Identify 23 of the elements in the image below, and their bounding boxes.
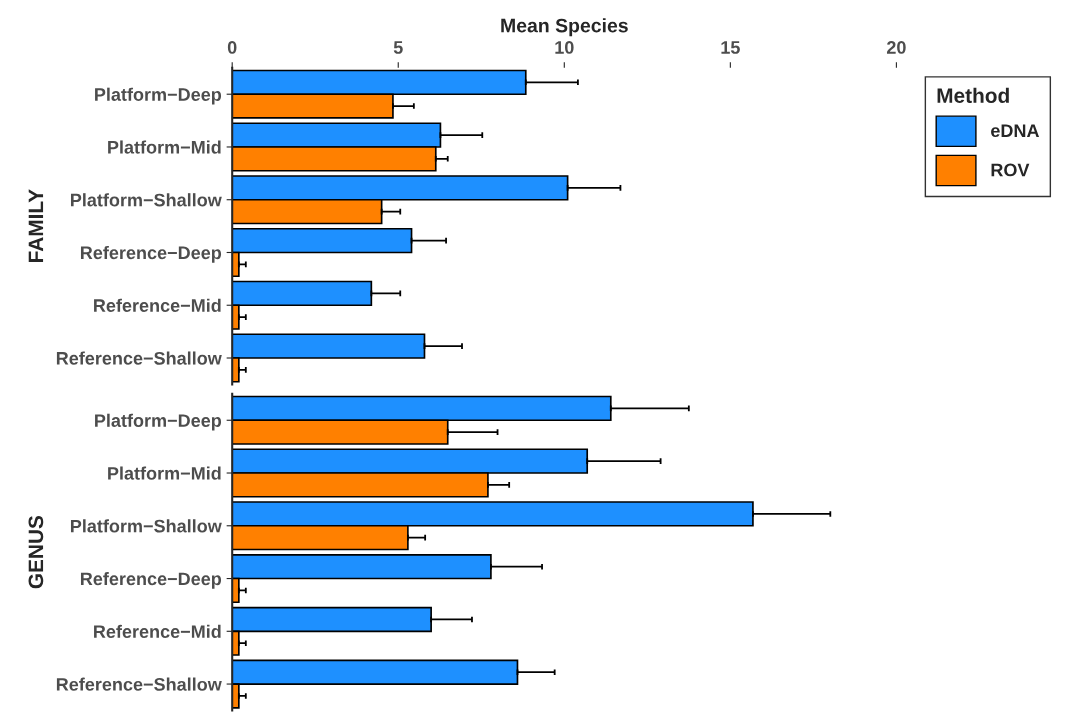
y-tick-label: Platform−Shallow [70, 193, 222, 207]
x-tick-label: 0 [227, 41, 237, 54]
y-tick-label: Reference−Shallow [56, 351, 222, 365]
x-tick-label: 5 [393, 41, 403, 54]
x-tick-label: 10 [555, 41, 574, 54]
legend-label: eDNA [991, 124, 1040, 138]
y-tick-label: Platform−Shallow [70, 519, 222, 533]
y-tick-label: Reference−Deep [80, 245, 222, 263]
y-tick-label: Reference−Mid [94, 298, 221, 312]
y-tick-label: Reference−Shallow [56, 677, 222, 691]
y-tick-label: Platform−Mid [108, 140, 221, 154]
y-tick-label: Platform−Deep [95, 87, 222, 105]
y-tick-label: Platform−Mid [108, 466, 221, 480]
x-tick-label: 20 [886, 41, 906, 54]
legend-label: ROV [991, 163, 1030, 177]
y-tick-label: Reference−Mid [94, 624, 221, 639]
y-axis-title: GENUS [28, 515, 44, 589]
legend-title: Method [937, 87, 1009, 103]
x-axis-title: Mean Species [501, 18, 628, 37]
y-axis-title: FAMILY [28, 189, 44, 262]
y-tick-label: Reference−Deep [80, 571, 222, 589]
y-tick-label: Platform−Deep [95, 413, 222, 431]
x-tick-label: 15 [721, 41, 740, 54]
